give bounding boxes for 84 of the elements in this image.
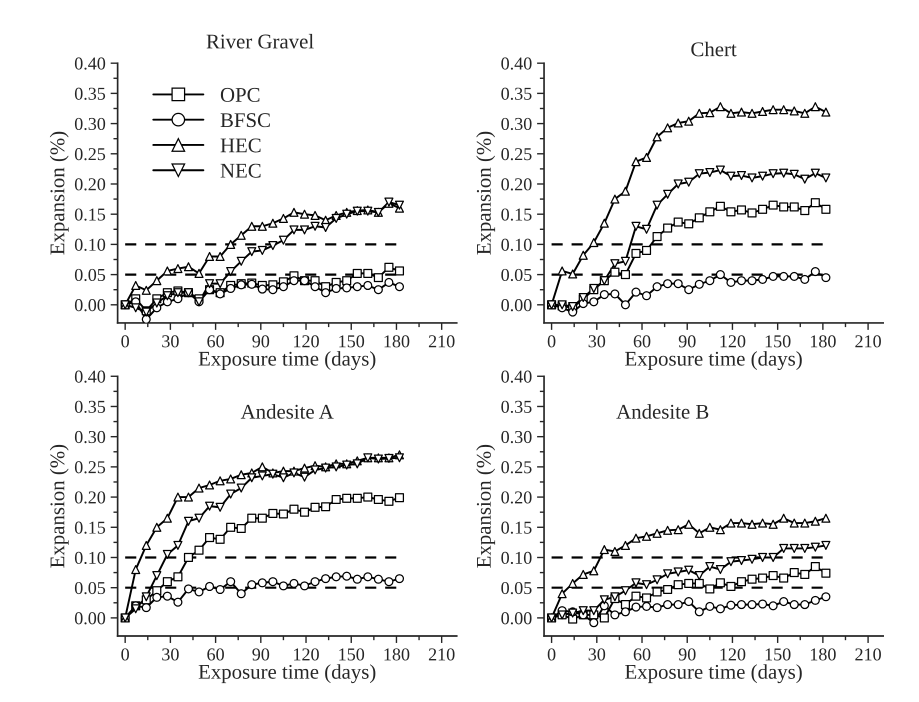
x-tick-label: 180 — [384, 335, 410, 348]
y-tick-label: 0.10 — [74, 552, 106, 564]
chart-title: Chert — [691, 42, 737, 56]
y-tick-label: 0.05 — [501, 582, 532, 594]
y-tick-label: 0.10 — [501, 552, 532, 564]
x-axis-title: Exposure time (days) — [625, 664, 802, 684]
y-tick-label: 0.10 — [501, 238, 532, 251]
x-tick-label: 210 — [855, 648, 881, 661]
y-tick-label: 0.30 — [501, 430, 532, 444]
y-tick-label: 0.00 — [501, 612, 532, 624]
x-tick-label: 150 — [339, 335, 364, 348]
y-tick-label: 0.15 — [74, 208, 106, 221]
x-tick-label: 150 — [766, 648, 791, 661]
x-tick-label: 0 — [121, 648, 129, 661]
x-tick-label: 90 — [678, 335, 696, 348]
x-tick-label: 60 — [207, 648, 224, 661]
x-axis-title: Exposure time (days) — [198, 351, 376, 370]
x-tick-label: 120 — [294, 648, 319, 661]
y-tick-label: 0.25 — [74, 461, 106, 474]
y-tick-label: 0.20 — [501, 178, 532, 191]
y-tick-label: 0.05 — [74, 582, 106, 594]
y-tick-label: 0.15 — [74, 522, 106, 534]
y-tick-label: 0.35 — [74, 400, 106, 413]
legend-label: OPC — [220, 88, 260, 102]
y-tick-label: 0.30 — [501, 118, 532, 130]
y-tick-label: 0.40 — [74, 57, 106, 70]
x-tick-label: 30 — [588, 335, 606, 348]
y-tick-label: 0.15 — [501, 522, 532, 534]
x-tick-label: 180 — [384, 648, 410, 661]
x-tick-label: 120 — [720, 335, 746, 348]
x-tick-label: 90 — [678, 648, 696, 661]
y-tick-label: 0.40 — [501, 370, 532, 383]
x-tick-label: 210 — [855, 335, 881, 348]
y-tick-label: 0.20 — [501, 491, 532, 504]
x-tick-label: 30 — [162, 335, 179, 348]
y-axis-title: Expansion (%) — [476, 132, 496, 255]
x-tick-label: 180 — [810, 335, 836, 348]
y-tick-label: 0.30 — [74, 118, 106, 130]
y-tick-label: 0.40 — [74, 370, 106, 383]
x-tick-label: 60 — [634, 648, 650, 661]
y-tick-label: 0.35 — [501, 400, 532, 413]
x-tick-label: 0 — [548, 648, 556, 661]
chart-title: River Gravel — [206, 34, 314, 49]
y-axis-title: Expansion (%) — [476, 444, 496, 568]
y-tick-label: 0.00 — [74, 299, 106, 312]
x-tick-label: 0 — [121, 335, 129, 348]
x-tick-label: 210 — [428, 648, 455, 661]
y-axis-title: Expansion (%) — [50, 444, 69, 568]
y-tick-label: 0.05 — [74, 268, 106, 282]
x-tick-label: 60 — [207, 335, 224, 348]
y-tick-label: 0.20 — [74, 491, 106, 504]
y-tick-label: 0.35 — [501, 88, 532, 100]
y-tick-label: 0.25 — [501, 461, 532, 474]
x-tick-label: 180 — [810, 648, 836, 661]
y-tick-label: 0.40 — [501, 57, 532, 70]
x-tick-label: 90 — [252, 335, 270, 348]
x-tick-label: 120 — [294, 335, 319, 348]
x-tick-label: 210 — [428, 335, 455, 348]
y-tick-label: 0.25 — [74, 148, 106, 160]
y-tick-label: 0.05 — [501, 268, 532, 282]
x-tick-label: 90 — [252, 648, 270, 661]
y-tick-label: 0.25 — [501, 148, 532, 160]
x-tick-label: 60 — [634, 335, 650, 348]
legend-label: BFSC — [220, 113, 270, 128]
x-axis-title: Exposure time (days) — [198, 664, 376, 684]
x-tick-label: 30 — [162, 648, 179, 661]
x-tick-label: 150 — [766, 335, 791, 348]
y-tick-label: 0.00 — [74, 612, 106, 624]
text: Andesite A — [240, 404, 334, 419]
y-tick-label: 0.35 — [74, 88, 106, 100]
text: Andesite B — [616, 404, 708, 419]
legend-label: HEC — [220, 138, 261, 152]
y-tick-label: 0.00 — [501, 299, 532, 312]
legend-label: NEC — [220, 164, 261, 178]
y-tick-label: 0.30 — [74, 430, 106, 444]
x-tick-label: 30 — [588, 648, 606, 661]
x-tick-label: 150 — [339, 648, 364, 661]
x-axis-title: Exposure time (days) — [625, 351, 802, 370]
x-tick-label: 120 — [720, 648, 746, 661]
y-tick-label: 0.15 — [501, 208, 532, 221]
y-tick-label: 0.20 — [74, 178, 106, 191]
y-tick-label: 0.10 — [74, 238, 106, 251]
y-axis-title: Expansion (%) — [50, 132, 69, 255]
x-tick-label: 0 — [548, 335, 556, 348]
